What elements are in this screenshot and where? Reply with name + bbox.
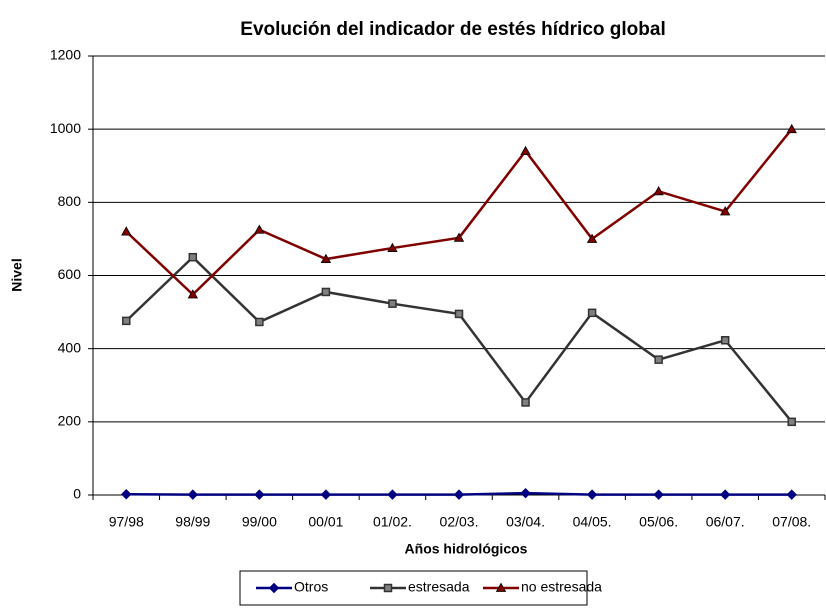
marker [786, 123, 797, 134]
marker [453, 489, 465, 500]
marker [187, 289, 199, 299]
marker [122, 316, 131, 326]
marker [121, 226, 132, 236]
x-tick-label: 00/01 [308, 514, 343, 530]
marker [720, 336, 730, 345]
marker [787, 417, 796, 427]
y-tick-label: 1200 [50, 47, 81, 63]
marker [320, 489, 332, 500]
x-tick-label: 97/98 [109, 514, 144, 530]
x-tick-label: 98/99 [175, 514, 210, 530]
marker [520, 145, 531, 156]
x-tick-label: 02/03. [440, 514, 479, 530]
legend-label: Otros [294, 579, 328, 595]
marker [586, 233, 598, 243]
x-axis-title: Años hidrológicos [405, 541, 528, 557]
marker [653, 186, 664, 196]
y-tick-label: 400 [58, 339, 82, 355]
marker [387, 242, 398, 252]
legend-marker [495, 582, 507, 592]
marker [321, 287, 331, 297]
marker [255, 317, 264, 327]
legend-marker [383, 583, 393, 593]
legend-label: no estresada [521, 579, 602, 595]
x-tick-label: 04/05. [573, 514, 612, 530]
marker [521, 398, 530, 407]
marker [719, 206, 731, 216]
series-line [125, 255, 793, 423]
series-line [125, 128, 793, 297]
y-tick-label: 600 [58, 266, 82, 282]
marker [454, 309, 464, 319]
x-tick-label: 06/07. [706, 514, 745, 530]
marker [254, 489, 265, 500]
y-tick-label: 0 [73, 486, 81, 502]
marker [653, 489, 664, 500]
marker [654, 355, 663, 364]
marker [388, 299, 397, 308]
marker [719, 489, 731, 500]
marker [320, 253, 332, 263]
marker [786, 489, 797, 500]
chart-title: Evolución del indicador de estés hídrico… [240, 19, 665, 40]
y-tick-label: 1000 [50, 120, 81, 136]
marker [121, 489, 132, 500]
x-tick-label: 05/06. [639, 514, 678, 530]
legend-marker [268, 582, 280, 594]
marker [453, 232, 465, 242]
y-tick-label: 200 [58, 413, 82, 429]
legend-label: estresada [408, 579, 470, 595]
marker [188, 252, 198, 262]
x-tick-label: 07/08. [772, 514, 811, 530]
legend-box [239, 570, 588, 606]
marker [587, 308, 597, 318]
y-tick-label: 800 [58, 193, 82, 209]
x-tick-label: 99/00 [242, 514, 277, 530]
marker [187, 489, 199, 500]
marker [387, 489, 398, 500]
marker [254, 224, 265, 234]
marker [520, 487, 531, 499]
x-tick-label: 03/04. [506, 514, 545, 530]
marker [586, 489, 598, 500]
x-tick-label: 01/02. [373, 514, 412, 530]
y-axis-title: Nivel [9, 258, 25, 291]
